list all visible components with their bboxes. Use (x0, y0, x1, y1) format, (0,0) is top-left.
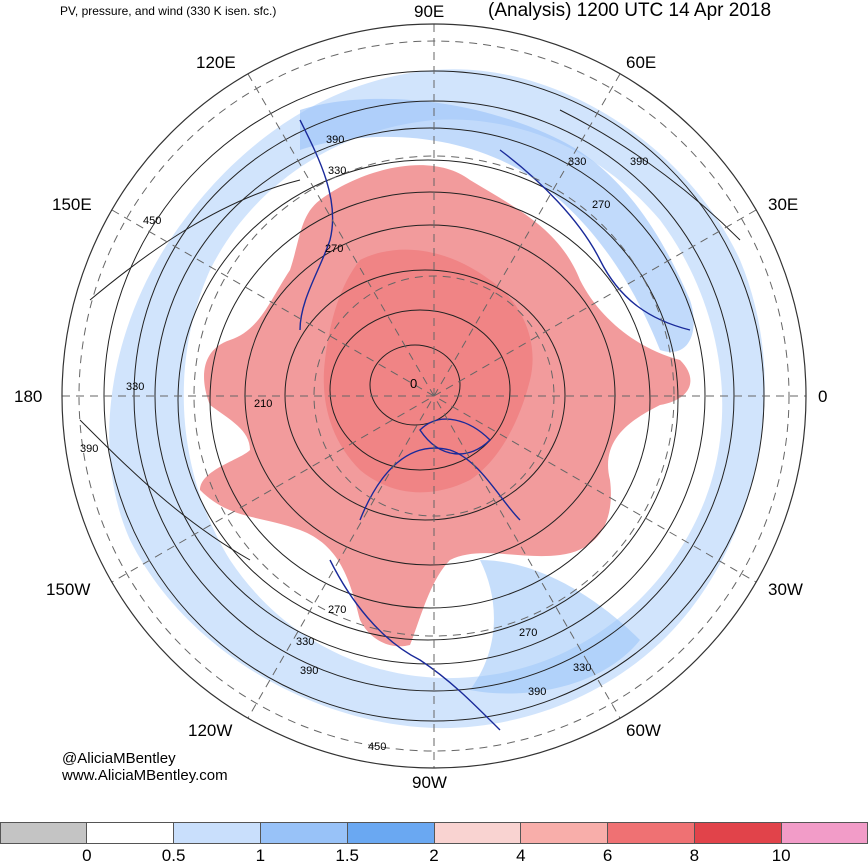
colorbar-segment (608, 822, 696, 844)
colorbar-tick-label: 8 (689, 846, 700, 865)
graticule (62, 24, 806, 768)
colorbar-tick-label: 6 (602, 846, 613, 865)
map-subtitle: PV, pressure, and wind (330 K isen. sfc.… (60, 4, 277, 18)
contour-label: 330 (568, 156, 586, 168)
colorbar-segment (347, 822, 435, 844)
pv-colorbar (0, 822, 868, 844)
analysis-time-title: (Analysis) 1200 UTC 14 Apr 2018 (488, 0, 772, 21)
longitude-label-120w: 120W (188, 721, 233, 740)
colorbar-tick-label: 0 (82, 846, 92, 865)
contour-label: 330 (573, 662, 591, 674)
contour-label: 270 (325, 243, 343, 255)
colorbar-segment (782, 822, 868, 844)
pv-shading-mid (300, 98, 694, 352)
colorbar-segment (0, 822, 87, 844)
contour-label: 330 (126, 381, 144, 393)
contour-label: 390 (326, 134, 344, 146)
contour-label: 210 (254, 398, 272, 410)
colorbar-segment (260, 822, 348, 844)
contour-label: 390 (80, 443, 98, 455)
colorbar-tick-label: 10 (771, 846, 791, 865)
longitude-label-60w: 60W (626, 721, 661, 740)
polar-stereographic-map: 390 330 450 270 330 390 270 0 210 330 39… (61, 23, 807, 769)
pv-shading-mid-2 (470, 560, 640, 694)
colorbar-tick-label: 1 (255, 846, 266, 865)
contour-label: 270 (519, 627, 537, 639)
contour-label: 330 (328, 165, 346, 177)
contour-label: 330 (296, 636, 314, 648)
longitude-label-0: 0 (818, 387, 828, 406)
colorbar-tick-label: 4 (516, 846, 526, 865)
contour-label: 390 (528, 686, 546, 698)
credit-handle: @AliciaMBentley (62, 750, 176, 767)
contour-label: 450 (368, 741, 386, 753)
colorbar-segment (695, 822, 783, 844)
contour-label: 270 (328, 604, 346, 616)
contour-label: 390 (630, 156, 648, 168)
colorbar-segment (86, 822, 174, 844)
longitude-label-60e: 60E (626, 53, 657, 72)
longitude-label-150w: 150W (46, 580, 91, 599)
contour-labels: 390 330 450 270 330 390 270 0 210 330 39… (80, 134, 648, 753)
credit-website: www.AliciaMBentley.com (62, 767, 228, 784)
coastlines (299, 119, 691, 731)
colorbar-segment (521, 822, 609, 844)
longitude-label-120e: 120E (196, 53, 236, 72)
map-boundary (61, 23, 807, 769)
longitude-label-180: 180 (14, 387, 43, 406)
longitude-label-150e: 150E (52, 195, 92, 214)
longitude-label-90e: 90E (414, 2, 445, 21)
longitude-label-30e: 30E (768, 195, 799, 214)
colorbar-tick-label: 2 (429, 846, 439, 865)
longitude-label-30w: 30W (768, 580, 803, 599)
colorbar-segment (434, 822, 522, 844)
contour-label: 270 (592, 199, 610, 211)
contour-label: 0 (410, 376, 417, 391)
contour-label: 390 (300, 665, 318, 677)
colorbar-tick-label: 1.5 (335, 846, 360, 865)
longitude-label-90w: 90W (412, 773, 447, 792)
contour-label: 450 (143, 215, 161, 227)
colorbar-tick-label: 0.5 (161, 846, 186, 865)
colorbar-segment (173, 822, 261, 844)
